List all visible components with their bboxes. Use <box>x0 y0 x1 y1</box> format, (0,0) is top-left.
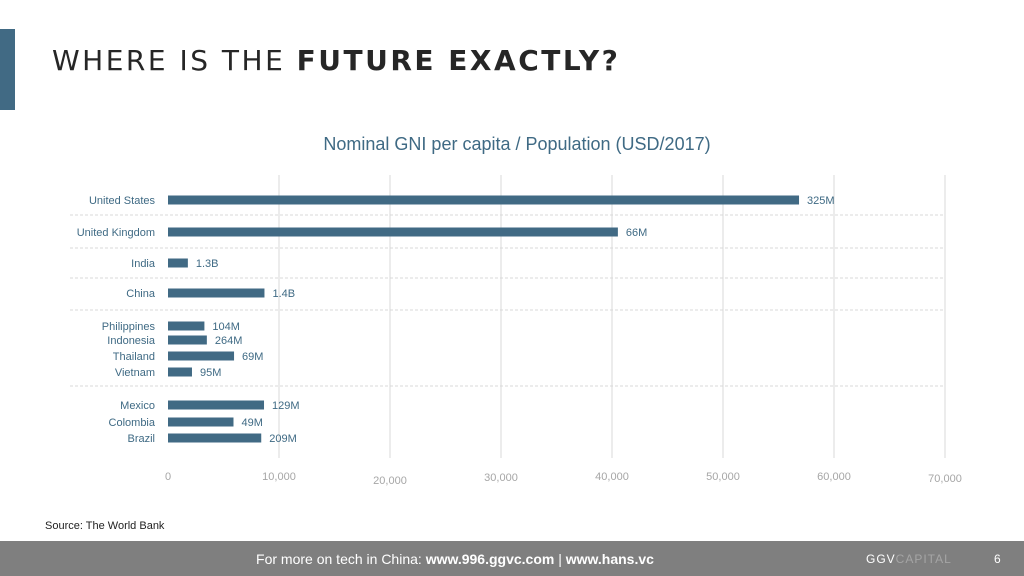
data-label: 69M <box>242 351 263 363</box>
slide-title: WHERE IS THE FUTURE EXACTLY? <box>52 44 620 77</box>
category-label: India <box>131 258 156 270</box>
bar <box>168 367 192 377</box>
x-tick-label: 50,000 <box>706 471 740 483</box>
data-label: 1.4B <box>272 288 295 300</box>
data-label: 264M <box>215 335 243 347</box>
source-note: Source: The World Bank <box>45 520 165 532</box>
data-label: 209M <box>269 433 297 445</box>
category-label: Colombia <box>109 417 156 429</box>
chart-title: Nominal GNI per capita / Population (USD… <box>323 134 711 154</box>
category-label: Philippines <box>102 321 156 333</box>
x-tick-label: 0 <box>165 471 171 483</box>
x-tick-label: 70,000 <box>928 473 962 485</box>
accent-bar <box>0 29 15 110</box>
logo-faint: CAPITAL <box>895 552 952 566</box>
category-label: United Kingdom <box>77 227 155 239</box>
footer-separator: | <box>554 551 566 567</box>
bar <box>168 335 207 345</box>
data-label: 129M <box>272 400 300 412</box>
x-tick-label: 40,000 <box>595 471 629 483</box>
bar <box>168 288 265 298</box>
footer: For more on tech in China: www.996.ggvc.… <box>0 541 1024 576</box>
bar <box>168 400 265 410</box>
bar <box>168 258 188 268</box>
bar <box>168 321 205 331</box>
bar <box>168 417 234 427</box>
data-label: 66M <box>626 227 647 239</box>
bar <box>168 433 262 443</box>
data-label: 95M <box>200 367 221 379</box>
ggv-capital-logo: GGVCAPITAL <box>866 552 952 566</box>
x-tick-label: 30,000 <box>484 472 518 484</box>
x-tick-label: 20,000 <box>373 475 407 487</box>
logo-main: GGV <box>866 552 896 566</box>
category-label: Vietnam <box>115 367 155 379</box>
category-label: Brazil <box>127 433 155 445</box>
title-regular: WHERE IS THE <box>52 44 297 77</box>
page-number: 6 <box>994 552 1001 566</box>
data-label: 104M <box>212 321 240 333</box>
category-label: Thailand <box>113 351 155 363</box>
x-tick-label: 10,000 <box>262 471 296 483</box>
category-label: Mexico <box>120 400 155 412</box>
footer-link-hans[interactable]: www.hans.vc <box>565 551 654 567</box>
footer-prefix: For more on tech in China: <box>256 551 426 567</box>
data-label: 49M <box>241 417 262 429</box>
footer-text: For more on tech in China: www.996.ggvc.… <box>0 551 910 567</box>
x-tick-label: 60,000 <box>817 471 851 483</box>
data-label: 1.3B <box>196 258 219 270</box>
title-bold: FUTURE EXACTLY? <box>296 44 621 77</box>
bar <box>168 227 618 237</box>
category-label: China <box>126 288 156 300</box>
category-label: Indonesia <box>107 335 156 347</box>
bar <box>168 351 235 361</box>
footer-link-996[interactable]: www.996.ggvc.com <box>425 551 555 567</box>
category-label: United States <box>89 195 156 207</box>
bar <box>168 195 800 205</box>
data-label: 325M <box>807 195 835 207</box>
